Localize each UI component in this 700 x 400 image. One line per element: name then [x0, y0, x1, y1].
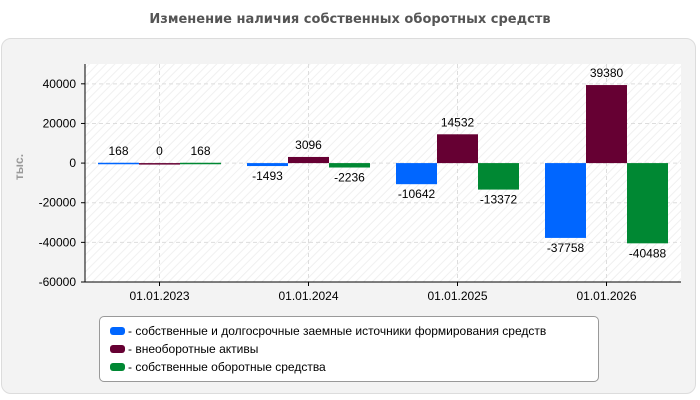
y-tick-label: 0: [69, 156, 76, 170]
bar-value-label: 168: [190, 144, 210, 158]
legend-label-noncurrent-assets: - внеоборотные активы: [128, 342, 259, 356]
legend: - собственные и долгосрочные заемные ист…: [99, 316, 599, 382]
bar: [437, 134, 478, 164]
bar: [329, 163, 370, 168]
x-tick-label: 01.01.2026: [576, 289, 636, 303]
legend-swatch-working-capital: [110, 363, 125, 371]
bar: [98, 162, 139, 165]
bar-value-label: -10642: [398, 187, 436, 201]
y-axis-ticks: 40000 20000 0 -20000 -40000 -60000: [39, 77, 85, 289]
bar: [247, 163, 288, 167]
x-tick-label: 01.01.2025: [427, 289, 487, 303]
bar-value-label: 0: [156, 144, 163, 158]
legend-label-working-capital: - собственные оборотные средства: [128, 360, 326, 374]
legend-swatch-noncurrent-assets: [110, 345, 125, 353]
bars: [98, 85, 668, 244]
y-tick-label: -40000: [39, 235, 77, 249]
y-axis-label: тыс.: [12, 154, 26, 180]
bar-value-label: 168: [108, 144, 128, 158]
y-tick-label: -20000: [39, 196, 77, 210]
bar: [627, 163, 668, 244]
legend-item-noncurrent-assets: - внеоборотные активы: [110, 340, 598, 358]
bar: [396, 163, 437, 185]
value-labels: 168 -1493 -10642 -37758 0 3096 14532 39380 168 -2…: [108, 66, 666, 260]
legend-item-working-capital: - собственные оборотные средства: [110, 358, 598, 376]
y-tick-label: 40000: [43, 77, 77, 91]
x-axis-ticks: 01.01.2023 01.01.2024 01.01.2025 01.01.2026: [129, 282, 637, 303]
bar: [478, 163, 519, 190]
bar-value-label: 14532: [441, 115, 475, 129]
legend-label-sources: - собственные и долгосрочные заемные ист…: [128, 324, 547, 338]
bar: [545, 163, 586, 238]
bar: [586, 85, 627, 164]
y-tick-label: -60000: [39, 275, 77, 289]
x-tick-label: 01.01.2023: [129, 289, 189, 303]
legend-swatch-sources: [110, 327, 125, 335]
bar: [288, 156, 329, 164]
x-tick-label: 01.01.2024: [278, 289, 338, 303]
bar-value-label: -37758: [547, 241, 585, 255]
bar: [139, 163, 180, 165]
y-tick-label: 20000: [43, 116, 77, 130]
bar-value-label: 39380: [590, 66, 624, 80]
bar-value-label: 3096: [295, 138, 322, 152]
chart-title: Изменение наличия собственных оборотных …: [149, 12, 551, 27]
legend-item-sources: - собственные и долгосрочные заемные ист…: [110, 322, 598, 340]
bar-value-label: -13372: [480, 193, 518, 207]
bar-value-label: -1493: [252, 169, 283, 183]
bar-value-label: -2236: [334, 171, 365, 185]
bar-value-label: -40488: [629, 246, 667, 260]
bar: [180, 162, 221, 165]
